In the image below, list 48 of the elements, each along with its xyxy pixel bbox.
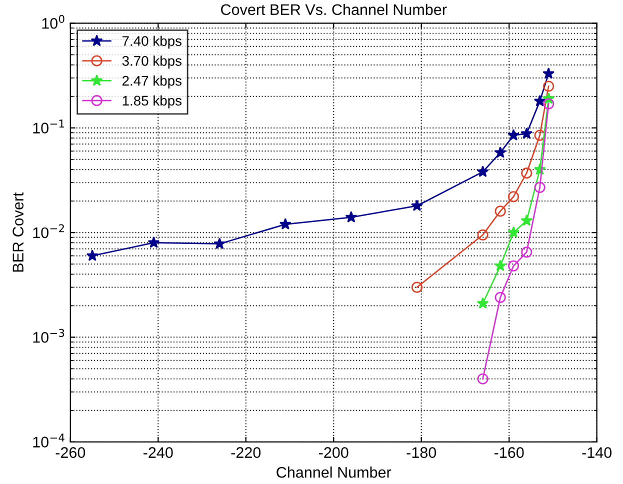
point (410, 200, 423, 212)
x-tick-label: -200 (319, 447, 348, 458)
legend-label: 3.70 kbps (122, 56, 182, 69)
point (508, 129, 520, 140)
point (476, 297, 489, 309)
point (543, 80, 554, 92)
legend-label: 1.85 kbps (122, 95, 182, 108)
chart-title: Covert BER Vs. Channel Number (221, 4, 447, 16)
point (494, 206, 506, 217)
point (521, 168, 532, 179)
point (494, 292, 506, 303)
point (534, 130, 546, 141)
y-tick-label: 10$^{−4}$ (33, 434, 64, 448)
x-tick-label: -240 (144, 447, 173, 458)
point (279, 218, 292, 230)
point (543, 98, 554, 110)
point (520, 127, 533, 139)
point (521, 246, 532, 258)
point (534, 182, 546, 193)
point (148, 236, 160, 248)
point (494, 260, 506, 272)
x-tick-label: -220 (231, 447, 261, 458)
point (508, 260, 520, 272)
y-tick-label: 10$^{0}$ (42, 14, 64, 29)
legend-label: 2.47 kbps (122, 76, 182, 88)
point (411, 282, 423, 293)
y-tick-label: 10$^{−2}$ (33, 224, 64, 238)
point (477, 373, 488, 384)
point (345, 211, 358, 222)
legend-label: 7.40 kbps (122, 36, 182, 49)
x-tick-label: -180 (406, 447, 436, 458)
x-axis-title: Channel Number (276, 466, 392, 478)
point (86, 250, 98, 261)
point (476, 166, 489, 178)
x-tick-label: -160 (494, 447, 524, 458)
point (477, 229, 488, 240)
point (508, 191, 520, 202)
point (494, 146, 506, 158)
point (508, 226, 520, 238)
point (214, 238, 226, 250)
y-tick-label: 10$^{−1}$ (33, 120, 64, 134)
point (534, 94, 546, 106)
y-axis-title: BER Covert (12, 192, 24, 272)
x-tick-label: -260 (56, 447, 86, 458)
point (542, 67, 555, 79)
point (520, 214, 533, 226)
y-tick-label: 10$^{−3}$ (33, 328, 64, 343)
x-tick-label: -140 (582, 447, 612, 458)
